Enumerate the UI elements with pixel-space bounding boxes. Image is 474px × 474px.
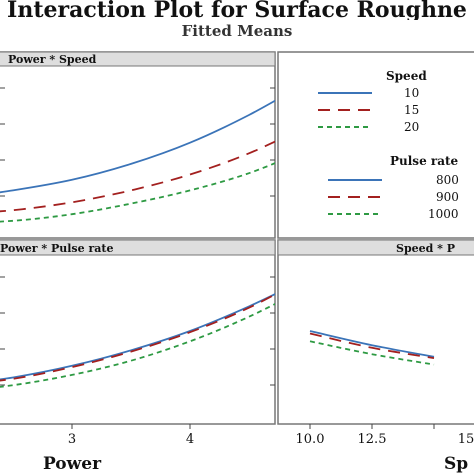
panel-top-left-frame: [0, 51, 276, 239]
legend-speed: Speed 10 15 20: [318, 69, 427, 134]
series-line-20: [0, 162, 275, 223]
panel-bottom-left-frame: [0, 239, 276, 425]
x-tick-label-12-5: 12.5: [358, 432, 387, 447]
legend-pulse-label-1: 800: [436, 173, 459, 187]
panel-bottom-right-lines: [309, 330, 435, 366]
x-tick-label-10: 10.0: [296, 432, 325, 447]
panel-bottom-left-lines: [0, 293, 275, 388]
series-line-900: [309, 332, 435, 359]
panel-top-left-label: Power * Speed: [8, 53, 97, 66]
x-axis-label-power: Power: [43, 454, 102, 474]
series-line-800: [0, 293, 275, 381]
legend-speed-label-2: 15: [404, 103, 419, 117]
series-line-1000: [0, 303, 275, 388]
legend-pulse-label-3: 1000: [428, 207, 459, 221]
x-tick-label-3: 3: [68, 432, 76, 447]
panel-top-left-lines: [0, 99, 275, 223]
legend-pulse-rate: Pulse rate 800 900 1000: [328, 154, 459, 221]
series-line-15: [0, 140, 275, 213]
panel-bottom-left-header: [0, 239, 276, 256]
series-line-10: [0, 99, 275, 194]
x-tick-label-15: 15: [458, 432, 474, 447]
panel-top-right-frame: [277, 51, 474, 239]
x-tick-label-4: 4: [186, 432, 194, 447]
panel-top-left-header: [0, 51, 276, 67]
legend-pulse-title: Pulse rate: [390, 154, 459, 168]
x-axis-label-speed: Sp: [444, 454, 468, 474]
x-ticks: [71, 424, 435, 429]
legend-speed-label-3: 20: [404, 120, 419, 134]
chart-title: Interaction Plot for Surface Roughne: [7, 0, 467, 20]
left-y-ticks: [0, 87, 5, 386]
panel-bottom-right-header: [277, 239, 474, 256]
legend-speed-label-1: 10: [404, 86, 419, 100]
legend-pulse-label-2: 900: [436, 190, 459, 204]
legend-speed-title: Speed: [386, 69, 427, 83]
panel-bottom-left-label: Power * Pulse rate: [0, 242, 113, 255]
panel-bottom-right-label: Speed * P: [396, 242, 455, 255]
left-panel-right-ticks: [270, 87, 275, 386]
series-line-800: [309, 330, 435, 358]
series-line-900: [0, 293, 275, 382]
panel-bottom-right-frame: [277, 239, 474, 425]
series-line-1000: [309, 340, 435, 366]
chart-subtitle: Fitted Means: [181, 22, 293, 40]
